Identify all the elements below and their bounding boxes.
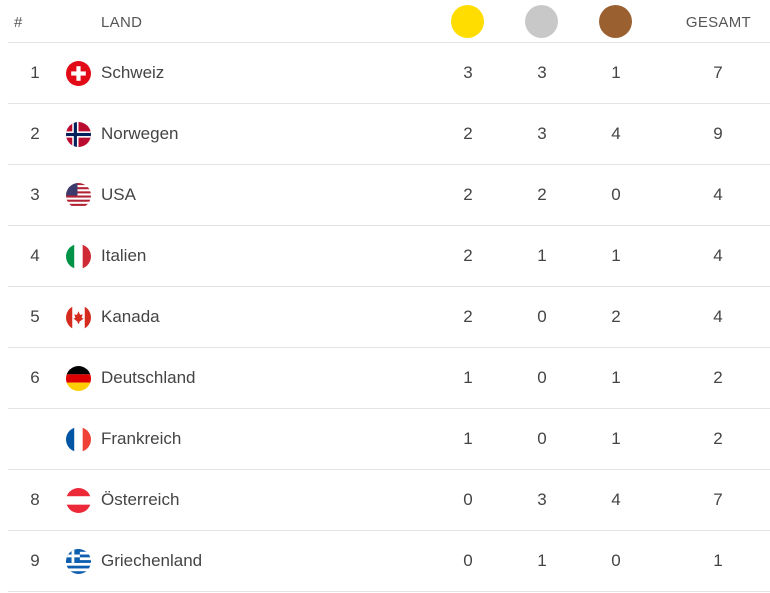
silver-count: 3 <box>537 124 547 143</box>
rank-cell: 4 <box>30 246 40 265</box>
gold-count: 3 <box>463 63 473 82</box>
usa-flag-icon <box>66 183 91 208</box>
table-row: 3 USA 2 2 0 4 <box>8 165 770 226</box>
total-count: 4 <box>713 307 723 326</box>
silver-count: 1 <box>537 551 547 570</box>
italy-flag-icon <box>66 244 91 269</box>
rank-column-header: # <box>14 14 23 31</box>
switzerland-flag-icon <box>66 61 91 86</box>
gold-count: 2 <box>463 246 473 265</box>
table-row: 8 Österreich 0 3 4 7 <box>8 470 770 531</box>
table-row: 5 Kanada 2 0 2 4 <box>8 287 770 348</box>
gold-count: 1 <box>463 429 473 448</box>
canada-flag-icon <box>66 305 91 330</box>
rank-cell: 5 <box>30 307 40 326</box>
rank-cell: 2 <box>30 124 40 143</box>
country-name: Frankreich <box>101 429 182 448</box>
silver-count: 3 <box>537 490 547 509</box>
table-row: 2 Norwegen 2 3 4 9 <box>8 104 770 165</box>
table-row: 9 Griechenland 0 1 0 1 <box>8 531 770 592</box>
country-name: Italien <box>101 246 147 265</box>
silver-medal-icon <box>525 5 558 38</box>
country-name: Kanada <box>101 307 160 326</box>
bronze-count: 0 <box>611 551 621 570</box>
silver-count: 3 <box>537 63 547 82</box>
silver-count: 0 <box>537 307 547 326</box>
bronze-count: 1 <box>611 63 621 82</box>
gold-count: 2 <box>463 185 473 204</box>
bronze-count: 0 <box>611 185 621 204</box>
gold-count: 2 <box>463 124 473 143</box>
total-count: 4 <box>713 246 723 265</box>
bronze-count: 4 <box>611 490 621 509</box>
france-flag-icon <box>66 427 91 452</box>
table-row: 4 Italien 2 1 1 4 <box>8 226 770 287</box>
bronze-count: 1 <box>611 246 621 265</box>
silver-count: 2 <box>537 185 547 204</box>
country-name: Österreich <box>101 490 180 509</box>
silver-count: 1 <box>537 246 547 265</box>
table-row: 1 Schweiz 3 3 1 7 <box>8 43 770 104</box>
bronze-count: 1 <box>611 429 621 448</box>
gold-count: 0 <box>463 490 473 509</box>
total-count: 7 <box>713 63 723 82</box>
country-name: USA <box>101 185 136 204</box>
country-column-header: LAND <box>101 14 143 31</box>
greece-flag-icon <box>66 549 91 574</box>
gold-count: 1 <box>463 368 473 387</box>
bronze-count: 4 <box>611 124 621 143</box>
country-name: Griechenland <box>101 551 203 570</box>
rank-cell: 6 <box>30 368 40 387</box>
gold-count: 2 <box>463 307 473 326</box>
table-header: # LAND GESAMT <box>8 0 770 43</box>
austria-flag-icon <box>66 488 91 513</box>
country-name: Schweiz <box>101 63 165 82</box>
silver-count: 0 <box>537 429 547 448</box>
table-row: Frankreich 1 0 1 2 <box>8 409 770 470</box>
country-name: Norwegen <box>101 124 179 143</box>
rank-cell: 1 <box>30 63 40 82</box>
gold-count: 0 <box>463 551 473 570</box>
gold-medal-icon <box>451 5 484 38</box>
total-count: 1 <box>713 551 723 570</box>
total-count: 4 <box>713 185 723 204</box>
total-column-header: GESAMT <box>685 14 751 31</box>
table-row: 6 Deutschland 1 0 1 2 <box>8 348 770 409</box>
bronze-count: 1 <box>611 368 621 387</box>
total-count: 9 <box>713 124 723 143</box>
bronze-medal-icon <box>599 5 632 38</box>
rank-cell: 8 <box>30 490 40 509</box>
medal-table: # LAND GESAMT 1 Schweiz 3 3 1 7 2 Norweg… <box>8 0 770 592</box>
country-name: Deutschland <box>101 368 196 387</box>
silver-count: 0 <box>537 368 547 387</box>
bronze-count: 2 <box>611 307 621 326</box>
total-count: 2 <box>713 429 723 448</box>
total-count: 2 <box>713 368 723 387</box>
rank-cell: 3 <box>30 185 40 204</box>
rank-cell: 9 <box>30 551 40 570</box>
germany-flag-icon <box>66 366 91 391</box>
total-count: 7 <box>713 490 723 509</box>
norway-flag-icon <box>66 122 91 147</box>
